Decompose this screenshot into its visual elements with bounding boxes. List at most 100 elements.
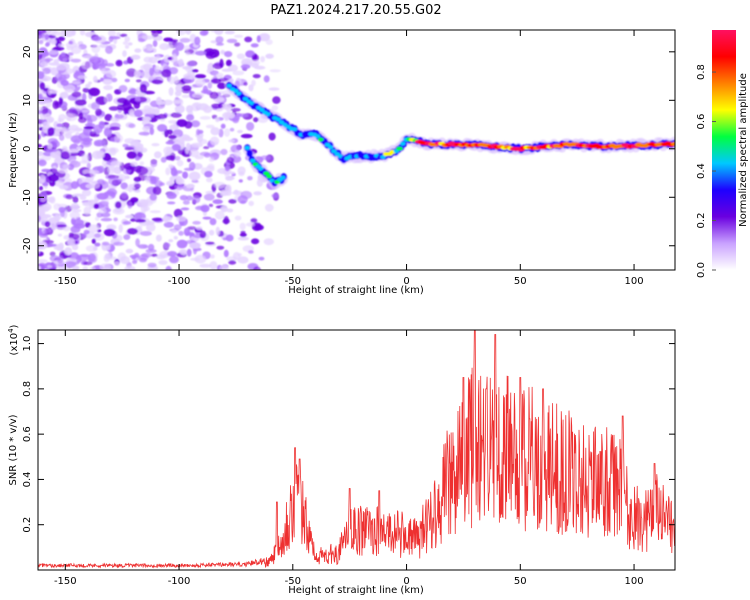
spectrogram-noise-blob xyxy=(142,116,152,122)
spectrogram-noise-blob xyxy=(119,33,128,38)
x-tick-label: -100 xyxy=(168,276,191,287)
spectrogram-noise-blob xyxy=(91,101,100,111)
spectrogram-noise-blob xyxy=(88,87,100,97)
spectrogram-noise-blob xyxy=(148,56,158,64)
x-tick-label: 0 xyxy=(403,576,409,587)
spectrogram-noise-blob xyxy=(115,59,123,67)
spectrogram-noise-blob xyxy=(170,230,177,233)
spectrogram-noise-blob xyxy=(194,78,206,87)
spectrogram-y-ticks: 20 10 0 -10 -20 xyxy=(22,45,675,254)
spectrogram-noise-blob xyxy=(60,151,70,160)
spectrogram-noise-blob xyxy=(238,171,245,177)
spectrogram-noise-blob xyxy=(47,34,56,39)
spectrogram-noise-blob xyxy=(103,127,112,137)
colorbar-tick-label: 0.4 xyxy=(696,163,707,179)
spectrogram-noise-blob xyxy=(78,117,87,123)
spectrogram-noise-blob xyxy=(98,207,107,214)
spectrogram-noise-blob xyxy=(263,75,270,83)
spectrogram-noise-blob xyxy=(127,42,133,46)
spectrogram-noise-blob xyxy=(232,70,245,76)
spectrogram-noise-blob xyxy=(130,54,141,60)
spectrogram-noise-blob xyxy=(87,253,96,262)
spectrogram-noise-blob xyxy=(174,42,185,51)
y-tick-label: 0.6 xyxy=(22,426,33,442)
spectrogram-noise-blob xyxy=(59,134,65,141)
snr-x-label: Height of straight line (km) xyxy=(288,585,424,596)
spectrogram-noise-blob xyxy=(165,141,176,145)
chart-title: PAZ1.2024.217.20.55.G02 xyxy=(270,3,441,18)
spectrogram-noise-blob xyxy=(145,176,151,183)
spectrogram-noise-blob xyxy=(45,41,51,46)
spectrogram-ridge-peak xyxy=(244,145,251,150)
spectrogram-noise-blob xyxy=(243,82,248,86)
spectrogram-x-label: Height of straight line (km) xyxy=(288,285,424,296)
spectrogram-noise-blob xyxy=(210,127,220,136)
spectrogram-noise-blob xyxy=(155,113,168,120)
x-tick-label: 50 xyxy=(514,276,527,287)
spectrogram-noise-blob xyxy=(61,146,68,151)
spectrogram-noise-blob xyxy=(139,161,145,166)
spectrogram-noise-blob xyxy=(117,252,127,262)
spectrogram-ridge-peak xyxy=(242,96,249,101)
spectrogram-noise-blob xyxy=(264,203,274,212)
spectrogram-ridge-peak xyxy=(266,174,272,179)
spectrogram-noise-blob xyxy=(183,45,191,51)
spectrogram-noise-blob xyxy=(50,67,58,76)
spectrogram-noise-blob xyxy=(207,82,213,89)
spectrogram-noise-blob xyxy=(174,90,182,97)
spectrogram-noise-blob xyxy=(57,168,68,174)
spectrogram-noise-blob xyxy=(140,71,152,78)
spectrogram-ridge-peak xyxy=(247,152,253,157)
spectrogram-noise-blob xyxy=(140,204,148,213)
spectrogram-noise-blob xyxy=(207,62,215,72)
spectrogram-ridge-peak xyxy=(380,155,386,159)
y-tick-label: 20 xyxy=(22,45,33,58)
spectrogram-noise-blob xyxy=(209,91,219,100)
spectrogram-noise-blob xyxy=(181,136,194,142)
spectrogram-noise-blob xyxy=(45,243,57,247)
spectrogram-noise-blob xyxy=(167,201,176,205)
spectrogram-noise-blob xyxy=(260,56,265,63)
spectrogram-noise-blob xyxy=(182,200,190,205)
spectrogram-noise-blob xyxy=(59,127,67,133)
spectrogram-noise-blob xyxy=(237,256,249,264)
spectrogram-noise-blob xyxy=(213,181,226,189)
spectrogram-noise-blob xyxy=(144,107,157,115)
spectrogram-ridge-peak xyxy=(314,134,321,139)
spectrogram-noise-blob xyxy=(225,176,235,180)
spectrogram-noise-blob xyxy=(110,77,118,83)
spectrogram-noise-blob xyxy=(134,156,140,161)
spectrogram-noise-blob xyxy=(126,151,137,159)
colorbar-ticks: 0.0 0.2 0.4 0.6 0.8 xyxy=(696,64,716,278)
spectrogram-noise-blob xyxy=(251,59,260,66)
spectrogram-noise-blob xyxy=(79,30,86,36)
spectrogram-noise-blob xyxy=(98,201,109,207)
spectrogram-noise-blob xyxy=(70,58,82,63)
spectrogram-noise-blob xyxy=(47,127,55,136)
spectrogram-noise-blob xyxy=(137,225,143,229)
spectrogram-ridge-peak xyxy=(396,146,403,151)
spectrogram-noise-blob xyxy=(269,69,281,73)
spectrogram-noise-blob xyxy=(41,217,48,222)
spectrogram-noise-blob xyxy=(50,38,57,45)
spectrogram-noise-blob xyxy=(59,185,69,190)
spectrogram-noise-blob xyxy=(50,223,58,231)
spectrogram-noise-blob xyxy=(246,122,255,131)
spectrogram-noise-blob xyxy=(71,91,82,98)
spectrogram-noise-blob xyxy=(140,231,152,236)
snr-y-multiplier: (x104) xyxy=(7,324,20,355)
spectrogram-ridge-peak xyxy=(670,141,675,146)
spectrogram-noise-blob xyxy=(204,170,213,178)
spectrogram-ridge-peak xyxy=(291,127,298,132)
spectrogram-noise-blob xyxy=(38,93,42,100)
spectrogram-noise-blob xyxy=(56,123,63,128)
spectrogram-noise-blob xyxy=(146,47,157,51)
x-tick-label: 50 xyxy=(514,576,527,587)
spectrogram-noise-blob xyxy=(251,54,260,62)
spectrogram-noise-blob xyxy=(114,261,120,266)
spectrogram-noise-blob xyxy=(191,142,204,148)
spectrogram-noise-blob xyxy=(109,126,121,131)
colorbar-tick-label: 0.0 xyxy=(696,262,707,278)
spectrogram-noise-blob xyxy=(205,51,217,59)
spectrogram-noise-blob xyxy=(173,75,179,84)
